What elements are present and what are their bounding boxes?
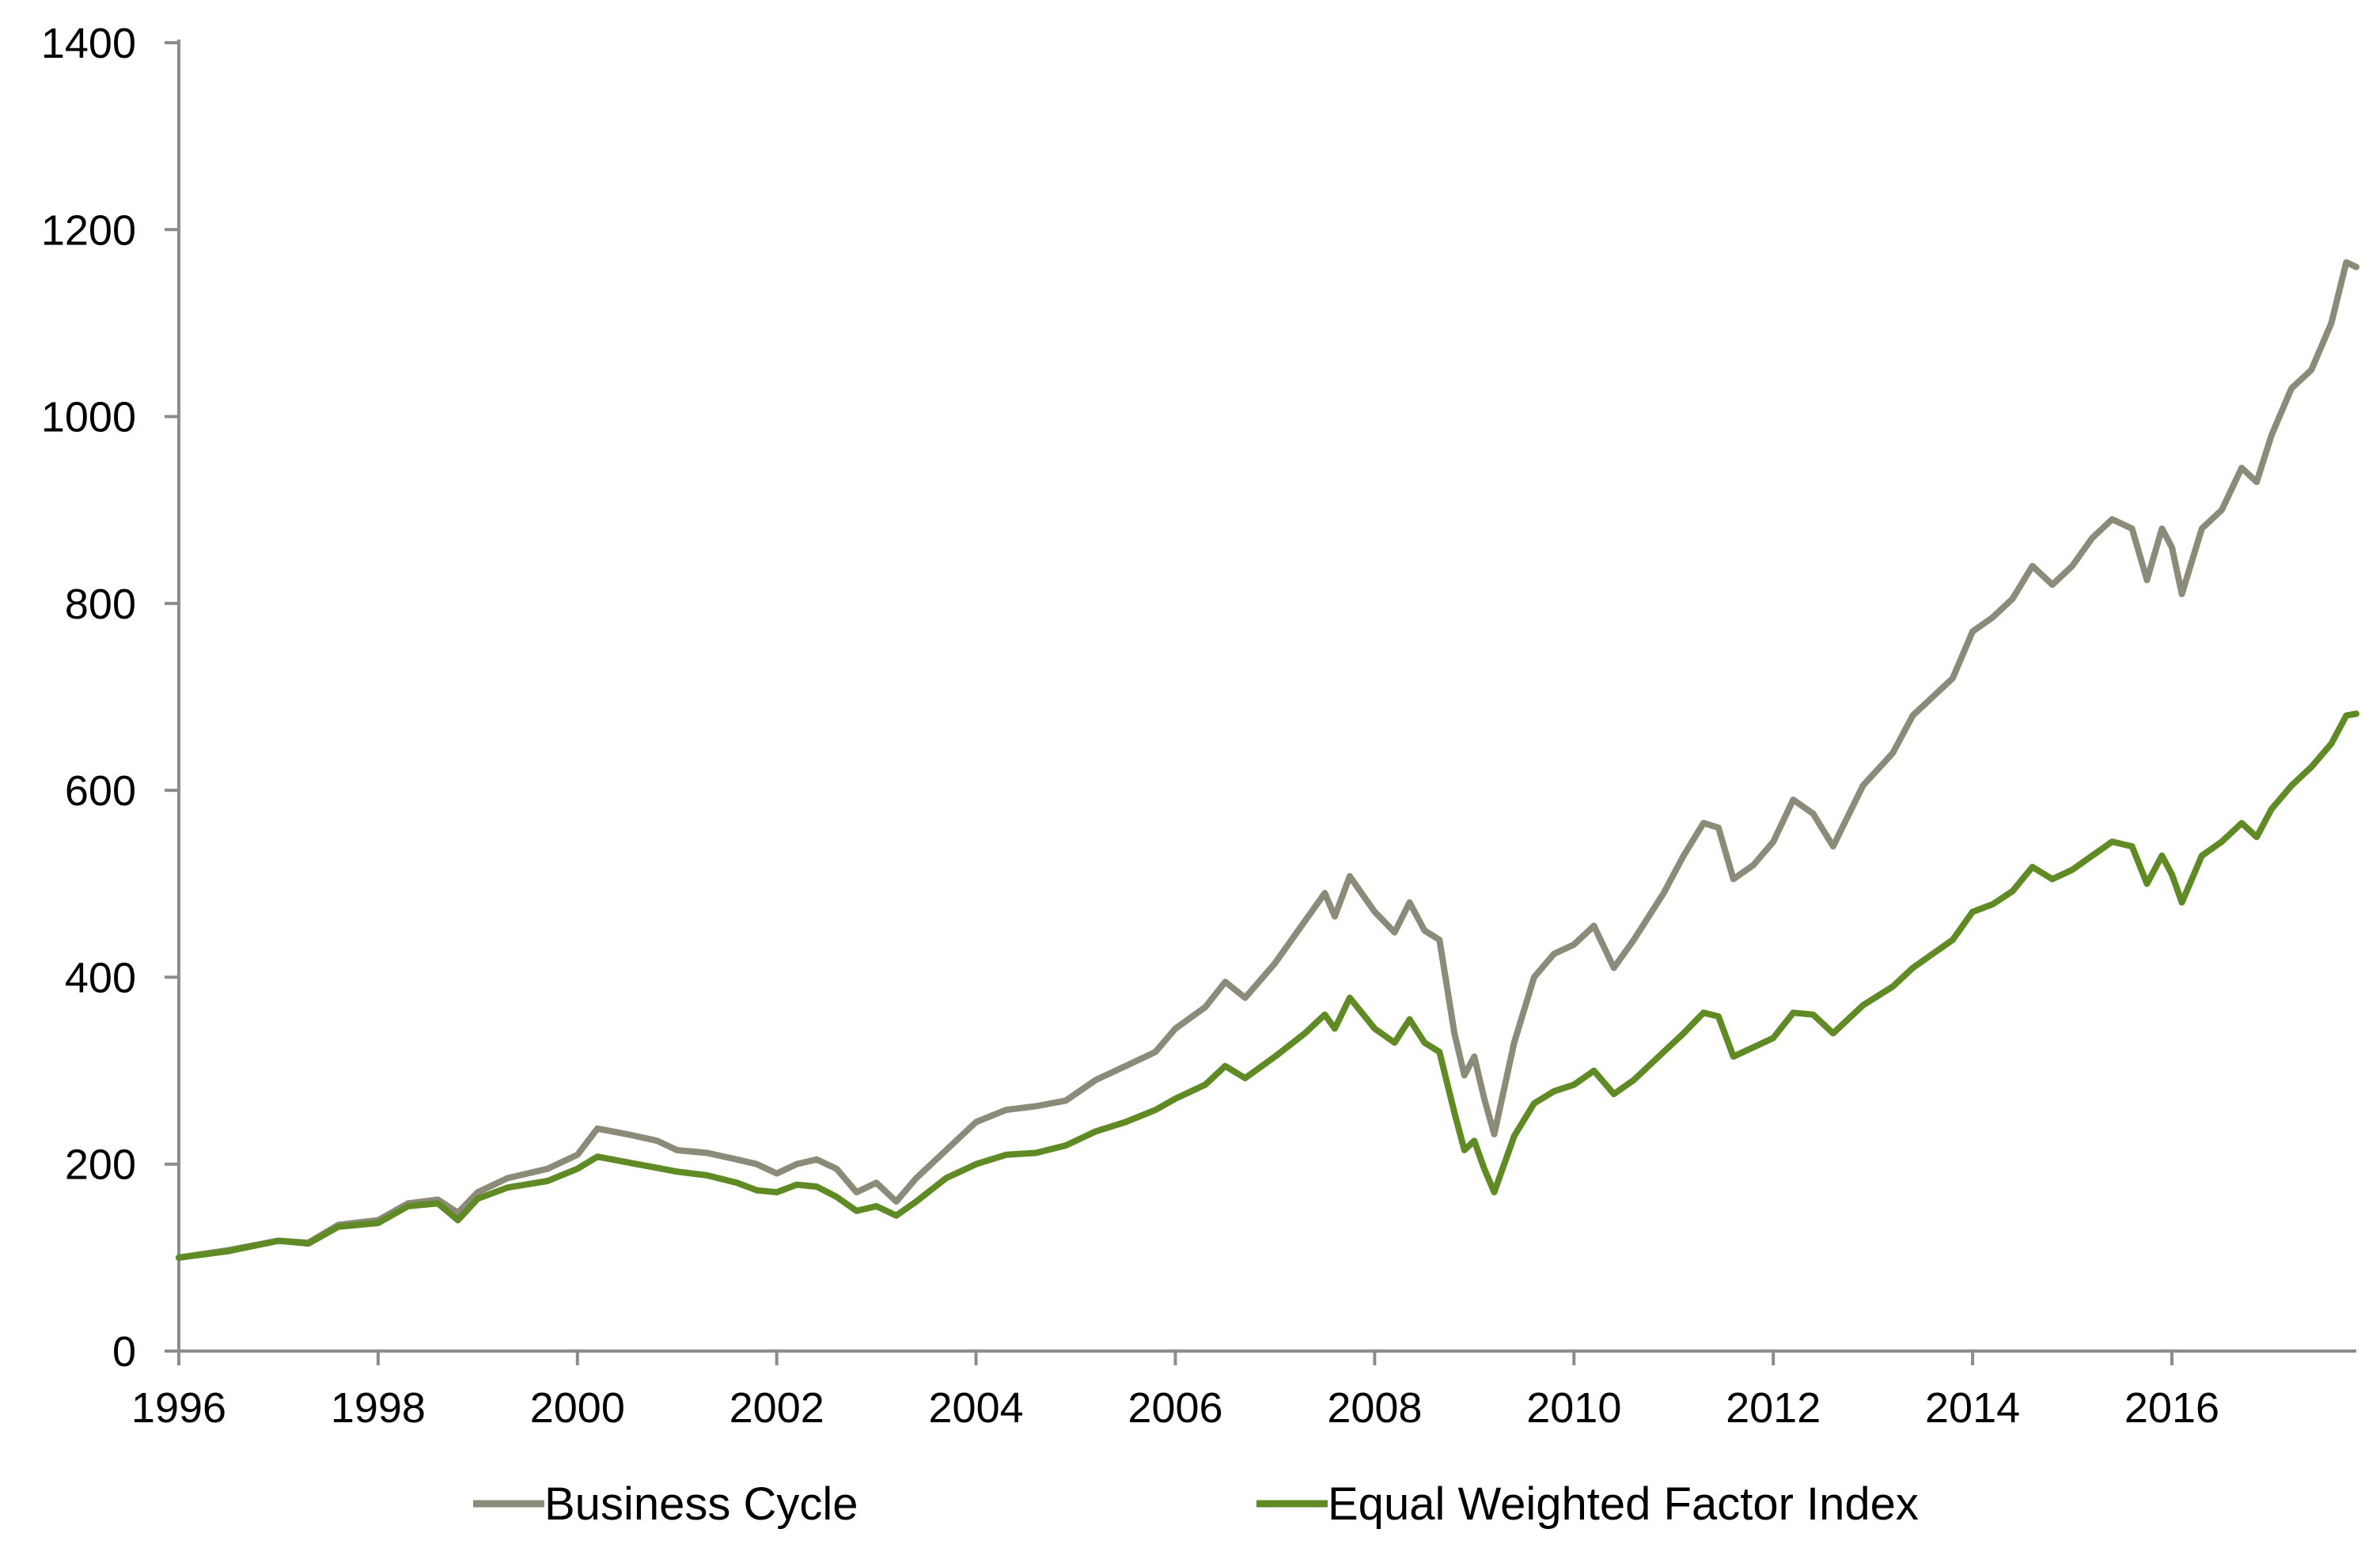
x-tick-label: 2002 [730, 1384, 824, 1432]
x-tick-label: 2008 [1327, 1384, 1422, 1432]
x-tick-label: 2014 [1925, 1384, 2020, 1432]
y-tick-label: 1400 [41, 20, 136, 67]
y-tick-label: 0 [112, 1328, 136, 1376]
series-line-business-cycle [176, 259, 2359, 1261]
x-tick-label: 2016 [2124, 1384, 2219, 1432]
x-axis: 1996 1998 2000 2002 2004 2006 2008 2010 2012 2014… [131, 1349, 2356, 1432]
series-lines [176, 259, 2359, 1261]
legend: Business Cycle Equal Weighted Factor Ind… [473, 1478, 1919, 1530]
x-tick-label: 2004 [929, 1384, 1024, 1432]
y-tick-label: 800 [65, 581, 136, 628]
y-tick-label: 1200 [41, 206, 136, 254]
x-tick-label: 1996 [131, 1384, 226, 1432]
legend-label-business-cycle: Business Cycle [544, 1478, 858, 1530]
series-line-equal-weighted-factor-index [176, 710, 2359, 1261]
y-tick-label: 600 [65, 767, 136, 815]
x-tick-label: 1998 [331, 1384, 426, 1432]
x-tick-label: 2000 [530, 1384, 625, 1432]
legend-label-equal-weighted-factor-index: Equal Weighted Factor Index [1328, 1478, 1919, 1530]
x-tick-label: 2012 [1726, 1384, 1821, 1432]
y-tick-label: 400 [65, 954, 136, 1001]
x-tick-label: 2010 [1526, 1384, 1621, 1432]
x-tick-label: 2006 [1127, 1384, 1222, 1432]
legend-item-business-cycle: Business Cycle [473, 1478, 858, 1530]
y-axis: 0 200 400 600 800 1000 1200 1400 [41, 20, 180, 1376]
y-tick-label: 200 [65, 1141, 136, 1189]
legend-item-equal-weighted-factor-index: Equal Weighted Factor Index [1256, 1478, 1919, 1530]
y-tick-label: 1000 [41, 394, 136, 441]
